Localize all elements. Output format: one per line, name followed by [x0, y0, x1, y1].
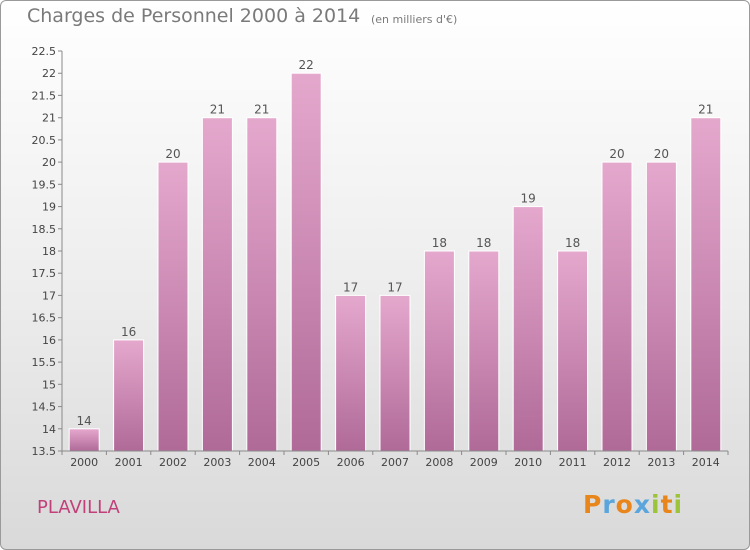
y-tick-label: 22.5 — [32, 45, 57, 58]
proxiti-logo: Proxiti — [583, 490, 683, 519]
y-tick-label: 14.5 — [32, 401, 57, 414]
y-tick-label: 14 — [42, 423, 56, 436]
commune-name: PLAVILLA — [37, 497, 120, 518]
y-tick-label: 16 — [42, 334, 56, 347]
bar-2005 — [290, 72, 322, 452]
data-label-2014: 21 — [698, 103, 713, 117]
data-label-2000: 14 — [77, 414, 92, 428]
logo-letter: x — [633, 490, 651, 519]
data-label-2001: 16 — [121, 325, 136, 339]
bar-2008 — [423, 250, 455, 452]
y-tick-label: 20 — [42, 156, 56, 169]
x-tick-label-2004: 2004 — [248, 456, 276, 469]
x-tick-label-2013: 2013 — [647, 456, 675, 469]
data-label-2013: 20 — [654, 147, 669, 161]
y-tick-label: 20.5 — [32, 134, 57, 147]
x-tick-label-2009: 2009 — [470, 456, 498, 469]
y-tick-label: 15 — [42, 378, 56, 391]
x-tick-label-2007: 2007 — [381, 456, 409, 469]
y-tick-label: 21 — [42, 112, 56, 125]
chart-subtitle: (en milliers d'€) — [371, 13, 458, 26]
y-tick-label: 15.5 — [32, 356, 57, 369]
data-label-2002: 20 — [165, 147, 180, 161]
x-tick-label-2005: 2005 — [292, 456, 320, 469]
bar-2000 — [68, 428, 100, 452]
data-label-2005: 22 — [299, 58, 314, 72]
bar-2014 — [690, 117, 722, 452]
logo-letter: i — [673, 490, 684, 519]
bar-2001 — [113, 339, 145, 452]
bar-2011 — [557, 250, 589, 452]
logo-letter: i — [651, 490, 661, 519]
logo-letter: t — [660, 490, 674, 519]
x-tick-label-2003: 2003 — [203, 456, 231, 469]
data-label-2009: 18 — [476, 236, 491, 250]
x-tick-label-2000: 2000 — [70, 456, 98, 469]
y-tick-label: 16.5 — [32, 312, 57, 325]
data-label-2011: 18 — [565, 236, 580, 250]
data-label-2008: 18 — [432, 236, 447, 250]
y-tick-label: 21.5 — [32, 89, 57, 102]
bar-2012 — [601, 161, 633, 452]
data-label-2006: 17 — [343, 280, 358, 294]
bar-2006 — [335, 294, 367, 452]
bar-2003 — [201, 117, 233, 452]
bar-2004 — [246, 117, 278, 452]
bar-2010 — [512, 206, 544, 452]
chart-title: Charges de Personnel 2000 à 2014 — [27, 5, 361, 27]
y-tick-label: 17.5 — [32, 267, 57, 280]
x-tick-label-2010: 2010 — [514, 456, 542, 469]
x-tick-label-2008: 2008 — [425, 456, 453, 469]
data-label-2007: 17 — [387, 280, 402, 294]
y-tick-label: 22 — [42, 67, 56, 80]
y-tick-label: 13.5 — [32, 445, 57, 458]
y-tick-label: 18 — [42, 245, 56, 258]
bar-2013 — [645, 161, 677, 452]
x-tick-label-2012: 2012 — [603, 456, 631, 469]
y-tick-label: 19 — [42, 201, 56, 214]
x-tick-label-2011: 2011 — [559, 456, 587, 469]
x-tick-label-2014: 2014 — [692, 456, 720, 469]
data-label-2010: 19 — [521, 192, 536, 206]
y-tick-label: 17 — [42, 289, 56, 302]
y-tick-label: 18.5 — [32, 223, 57, 236]
bar-2007 — [379, 294, 411, 452]
bar-2009 — [468, 250, 500, 452]
x-tick-label-2006: 2006 — [337, 456, 365, 469]
data-label-2012: 20 — [609, 147, 624, 161]
logo-letter: r — [602, 490, 616, 519]
x-tick-label-2002: 2002 — [159, 456, 187, 469]
data-label-2004: 21 — [254, 103, 269, 117]
data-label-2003: 21 — [210, 103, 225, 117]
bar-2002 — [157, 161, 189, 452]
y-tick-label: 19.5 — [32, 178, 57, 191]
logo-letter: o — [615, 490, 634, 519]
logo-letter: P — [583, 490, 603, 519]
x-tick-label-2001: 2001 — [115, 456, 143, 469]
